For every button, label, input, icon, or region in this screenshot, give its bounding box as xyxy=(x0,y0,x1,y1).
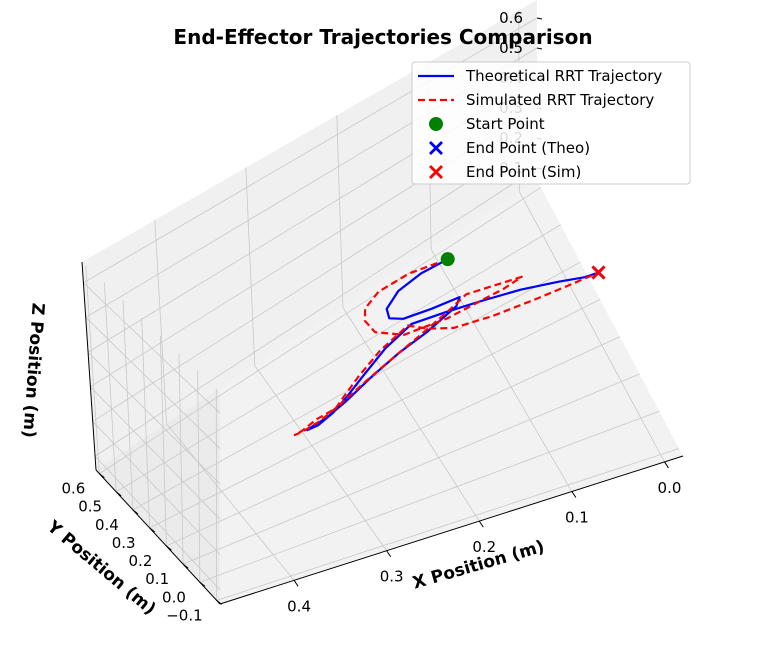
x-tick-label: 0.3 xyxy=(380,568,404,586)
legend-simulated-label: Simulated RRT Trajectory xyxy=(466,91,654,109)
y-tick-label: 0.2 xyxy=(129,552,153,570)
z-axis-label: Z Position (m) xyxy=(18,302,47,438)
y-tick-label-mark xyxy=(166,545,172,551)
grid-z-back xyxy=(90,386,221,520)
grid-y-wall xyxy=(85,265,100,474)
grid-x-wall xyxy=(245,167,256,366)
grid-x-wall xyxy=(154,220,167,424)
y-tick-label: 0.4 xyxy=(95,516,119,534)
x-tick-label: 0.0 xyxy=(658,479,682,497)
grid-z-left xyxy=(94,167,538,457)
grid-x-floor xyxy=(519,191,665,463)
simulated-trajectory-line xyxy=(293,258,599,437)
grid-y-floor xyxy=(182,373,640,565)
legend-frame xyxy=(411,61,691,185)
x-tick-label-mark xyxy=(664,461,669,469)
grid-z-back xyxy=(92,421,221,555)
y-tick-label: −0.1 xyxy=(166,606,202,624)
grid-z-left xyxy=(92,137,538,422)
z-tick-label-mark xyxy=(536,47,543,50)
y-tick-label-mark xyxy=(182,563,189,569)
z-tick-label: 0.6 xyxy=(499,9,523,27)
grid-y-floor xyxy=(149,298,601,529)
grid-y-wall xyxy=(197,370,201,583)
legend-end-point-theo-label: End Point (Theo) xyxy=(466,139,590,157)
x-tick-label: 0.4 xyxy=(287,597,311,615)
x-tick-label-mark xyxy=(293,580,299,587)
chart-title: End-Effector Trajectories Comparison xyxy=(173,25,592,49)
series-lines xyxy=(293,258,599,437)
x-tick-label-mark xyxy=(478,520,484,528)
y-tick-label: 0.6 xyxy=(61,480,85,498)
y-tick-label-mark xyxy=(132,509,139,515)
legend-end-point-sim-swatch xyxy=(429,165,443,179)
grid-y-wall xyxy=(159,335,167,547)
y-tick-label: 0.3 xyxy=(112,534,136,552)
grid-x-floor xyxy=(166,423,295,581)
x-axis-line xyxy=(219,455,684,605)
grid-y-floor xyxy=(216,448,680,601)
z-tick-label: 0.5 xyxy=(499,39,523,57)
grid-x-floor xyxy=(430,249,573,492)
grid-z-back xyxy=(87,351,221,485)
grid-y-floor xyxy=(99,187,542,474)
grid-y-floor xyxy=(199,410,660,583)
trajectory-markers xyxy=(440,252,606,280)
grid-y-floor xyxy=(115,224,561,493)
x-tick-label-mark xyxy=(571,491,577,498)
x-tick-label-mark xyxy=(386,550,392,557)
start-point-marker xyxy=(440,252,455,267)
y-tick-label-mark xyxy=(216,599,222,605)
z-tick-label-mark xyxy=(536,17,543,20)
legend: Theoretical RRT Trajectory Simulated RRT … xyxy=(411,61,691,185)
grid-z-back xyxy=(85,317,221,449)
y-tick-label: 0.1 xyxy=(145,570,169,588)
grid-y-wall xyxy=(103,283,117,492)
y-tick-label-mark xyxy=(115,491,122,497)
legend-end-point-theo-swatch xyxy=(429,141,443,155)
y-tick-label: 0.5 xyxy=(78,498,102,516)
legend-end-point-sim-label: End Point (Sim) xyxy=(466,163,581,181)
legend-start-point-swatch xyxy=(429,117,443,131)
y-tick-label-mark xyxy=(199,581,206,587)
grid-lines xyxy=(83,10,680,601)
grid-x-floor xyxy=(342,307,480,522)
grid-y-wall xyxy=(122,300,134,510)
grid-x-floor xyxy=(254,365,388,551)
legend-start-point-label: Start Point xyxy=(466,115,545,133)
grid-y-floor xyxy=(166,336,621,547)
grid-z-back xyxy=(94,455,221,591)
grid-y-wall xyxy=(178,353,184,565)
x-tick-label: 0.2 xyxy=(472,538,496,556)
end-point-sim-marker xyxy=(591,265,606,280)
y-tick-label-mark xyxy=(99,473,105,479)
x-tick-label: 0.1 xyxy=(565,509,589,527)
z-axis-line xyxy=(81,261,97,471)
legend-theoretical-label: Theoretical RRT Trajectory xyxy=(465,67,662,85)
y-tick-label-mark xyxy=(149,527,155,533)
grid-x-wall xyxy=(336,115,344,308)
y-tick-label: 0.0 xyxy=(162,588,186,606)
grid-z-back xyxy=(83,282,221,414)
